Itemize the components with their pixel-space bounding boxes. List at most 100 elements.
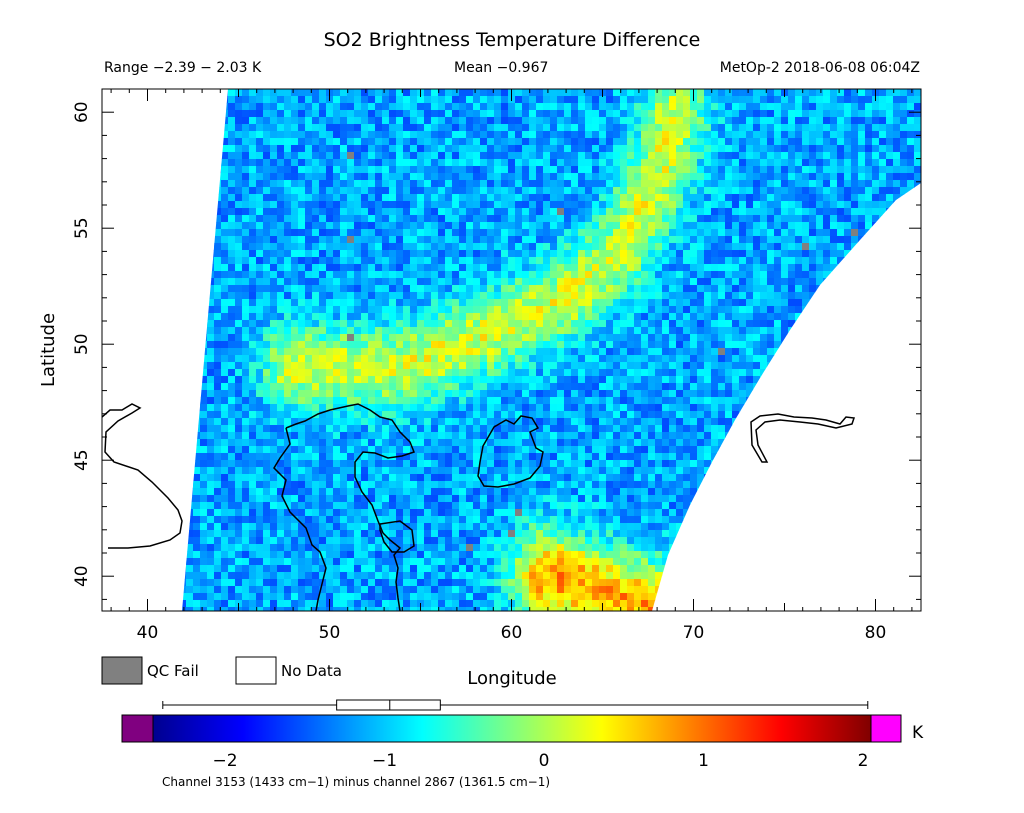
heatmap-cell <box>725 173 733 181</box>
heatmap-cell <box>704 187 712 195</box>
heatmap-cell <box>375 348 383 356</box>
heatmap-cell <box>452 299 460 307</box>
heatmap-cell <box>312 145 320 153</box>
heatmap-cell <box>683 103 691 111</box>
heatmap-cell <box>501 306 509 314</box>
heatmap-cell <box>592 285 600 293</box>
range-label: Range −2.39 − 2.03 K <box>104 60 262 76</box>
heatmap-cell <box>389 152 397 160</box>
heatmap-cell <box>592 313 600 321</box>
heatmap-cell <box>592 208 600 216</box>
heatmap-cell <box>522 348 530 356</box>
heatmap-cell <box>571 166 579 174</box>
heatmap-cell <box>438 271 446 279</box>
heatmap-cell <box>424 341 432 349</box>
heatmap-cell <box>641 250 649 258</box>
heatmap-cell <box>242 327 250 335</box>
heatmap-cell <box>648 180 656 188</box>
heatmap-cell <box>774 327 782 335</box>
heatmap-cell <box>662 152 670 160</box>
heatmap-cell <box>242 285 250 293</box>
heatmap-cell <box>347 320 355 328</box>
heatmap-cell <box>235 173 243 181</box>
heatmap-cell <box>739 117 747 125</box>
heatmap-cell <box>319 376 327 384</box>
heatmap-cell <box>557 362 565 370</box>
heatmap-cell <box>865 215 873 223</box>
heatmap-cell <box>578 306 586 314</box>
heatmap-cell <box>732 103 740 111</box>
heatmap-cell <box>606 229 614 237</box>
heatmap-cell <box>382 257 390 265</box>
heatmap-cell <box>515 201 523 209</box>
heatmap-cell <box>326 124 334 132</box>
heatmap-cell <box>228 292 236 300</box>
heatmap-cell <box>452 194 460 202</box>
heatmap-cell <box>354 383 362 391</box>
heatmap-cell <box>669 257 677 265</box>
heatmap-cell <box>746 348 754 356</box>
heatmap-cell <box>375 187 383 195</box>
heatmap-cell <box>354 215 362 223</box>
heatmap-cell <box>256 313 264 321</box>
heatmap-cell <box>760 215 768 223</box>
heatmap-cell <box>438 187 446 195</box>
heatmap-cell <box>389 348 397 356</box>
heatmap-cell <box>319 222 327 230</box>
heatmap-cell <box>326 117 334 125</box>
heatmap-cell <box>424 278 432 286</box>
heatmap-cell <box>816 159 824 167</box>
heatmap-cell <box>389 166 397 174</box>
heatmap-cell <box>452 369 460 377</box>
heatmap-cell <box>823 173 831 181</box>
heatmap-cell <box>914 159 921 167</box>
heatmap-cell <box>508 341 516 349</box>
heatmap-cell <box>620 208 628 216</box>
heatmap-cell <box>431 173 439 181</box>
heatmap-cell <box>529 152 537 160</box>
heatmap-cell <box>606 222 614 230</box>
heatmap-cell <box>571 201 579 209</box>
heatmap-cell <box>704 166 712 174</box>
heatmap-cell <box>564 271 572 279</box>
heatmap-cell <box>746 124 754 132</box>
heatmap-cell <box>725 250 733 258</box>
heatmap-cell <box>739 152 747 160</box>
heatmap-cell <box>480 383 488 391</box>
heatmap-cell <box>340 229 348 237</box>
heatmap-cell <box>613 208 621 216</box>
heatmap-cell <box>655 124 663 132</box>
heatmap-cell <box>697 334 705 342</box>
heatmap-cell <box>837 138 845 146</box>
heatmap-cell <box>340 334 348 342</box>
heatmap-cell <box>634 369 642 377</box>
heatmap-cell <box>851 229 859 237</box>
heatmap-cell <box>284 278 292 286</box>
heatmap-cell <box>417 187 425 195</box>
heatmap-cell <box>277 257 285 265</box>
heatmap-cell <box>641 257 649 265</box>
heatmap-cell <box>403 96 411 104</box>
heatmap-cell <box>725 369 733 377</box>
heatmap-cell <box>837 250 845 258</box>
heatmap-cell <box>725 96 733 104</box>
heatmap-cell <box>284 320 292 328</box>
heatmap-cell <box>767 159 775 167</box>
heatmap-cell <box>326 313 334 321</box>
heatmap-cell <box>746 320 754 328</box>
heatmap-cell <box>375 362 383 370</box>
heatmap-cell <box>844 96 852 104</box>
heatmap-cell <box>431 257 439 265</box>
heatmap-cell <box>445 110 453 118</box>
heatmap-cell <box>494 215 502 223</box>
heatmap-cell <box>648 236 656 244</box>
heatmap-cell <box>270 194 278 202</box>
heatmap-cell <box>907 145 915 153</box>
heatmap-cell <box>557 89 565 97</box>
heatmap-cell <box>557 271 565 279</box>
heatmap-cell <box>648 201 656 209</box>
heatmap-cell <box>641 96 649 104</box>
heatmap-cell <box>473 201 481 209</box>
heatmap-cell <box>312 306 320 314</box>
heatmap-cell <box>277 306 285 314</box>
